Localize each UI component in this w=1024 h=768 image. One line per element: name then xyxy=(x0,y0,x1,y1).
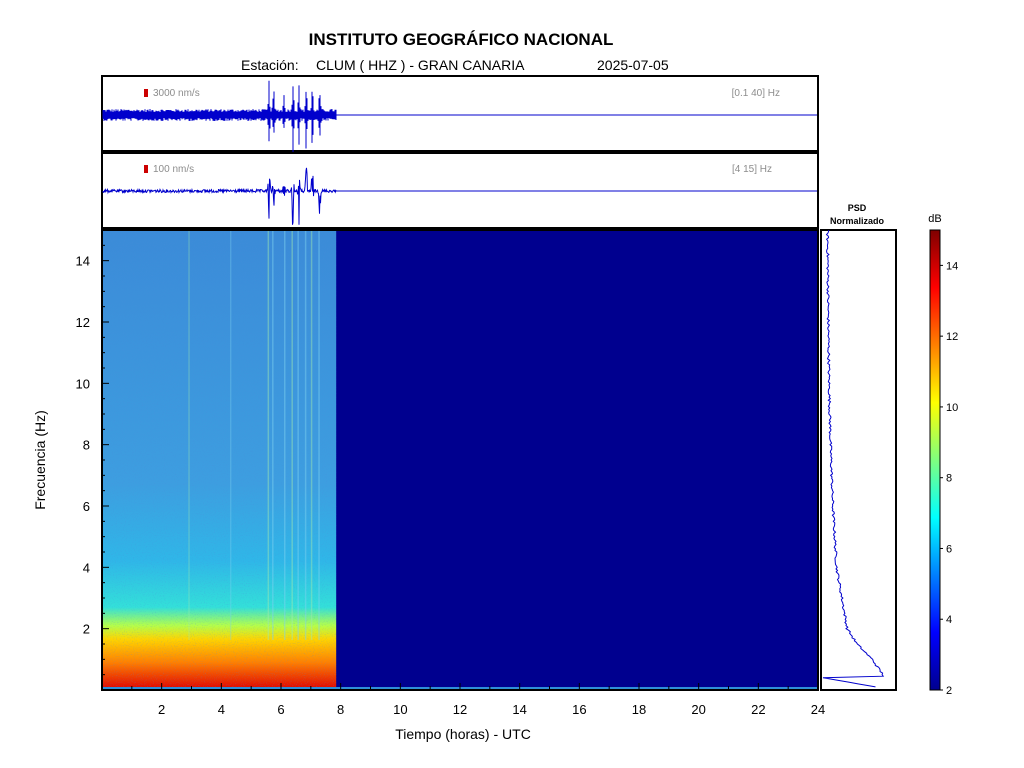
colorbar: dB 2 4 6 8 10 12 14 xyxy=(928,213,958,697)
x-tick-label: 20 xyxy=(691,702,705,717)
trace2-band-label: [4 15] Hz xyxy=(732,164,772,175)
y-axis: 2 4 6 8 10 12 14 xyxy=(76,244,109,676)
x-tick-label: 12 xyxy=(453,702,467,717)
event-stripe xyxy=(318,230,320,640)
event-stripe xyxy=(304,230,307,640)
figure-title: INSTITUTO GEOGRÁFICO NACIONAL xyxy=(309,30,614,49)
y-tick-label: 10 xyxy=(76,376,90,391)
x-tick-label: 10 xyxy=(393,702,407,717)
colorbar-tick-label: 10 xyxy=(946,402,958,414)
x-axis: 2 4 6 8 10 12 14 16 18 20 22 24 xyxy=(131,683,825,717)
event-stripe xyxy=(310,230,313,640)
x-tick-label: 4 xyxy=(218,702,225,717)
trace2-waveform xyxy=(102,167,337,225)
colorbar-tick-label: 6 xyxy=(946,543,952,555)
y-tick-label: 14 xyxy=(76,254,90,269)
colorbar-tick-label: 4 xyxy=(946,614,952,626)
event-stripe xyxy=(291,230,293,640)
y-tick-label: 4 xyxy=(83,560,90,575)
colorbar-tick-label: 14 xyxy=(946,260,958,272)
trace1-scale-label: 3000 nm/s xyxy=(153,88,200,99)
colorbar-tick-label: 12 xyxy=(946,331,958,343)
trace1-waveform xyxy=(102,80,337,156)
event-stripe xyxy=(230,230,232,640)
station-prefix: Estación: xyxy=(241,57,299,73)
x-axis-label: Tiempo (horas) - UTC xyxy=(395,726,531,742)
trace2-scale-label: 100 nm/s xyxy=(153,164,194,175)
psd-panel: PSD Normalizado xyxy=(820,203,897,691)
y-tick-label: 2 xyxy=(83,622,90,637)
event-stripe xyxy=(188,230,190,640)
colorbar-tick-label: 8 xyxy=(946,473,952,485)
event-stripe xyxy=(272,230,274,640)
psd-subtitle: Normalizado xyxy=(830,216,885,226)
x-tick-label: 14 xyxy=(512,702,526,717)
date-label: 2025-07-05 xyxy=(597,57,669,73)
x-tick-label: 8 xyxy=(337,702,344,717)
event-stripe xyxy=(283,230,286,640)
event-stripe xyxy=(267,230,270,640)
x-tick-label: 6 xyxy=(277,702,284,717)
x-tick-label: 16 xyxy=(572,702,586,717)
psd-curve xyxy=(822,229,885,688)
y-axis-label: Frecuencia (Hz) xyxy=(32,410,48,510)
spectrogram-texture xyxy=(102,230,337,690)
x-tick-label: 18 xyxy=(632,702,646,717)
x-tick-label: 22 xyxy=(751,702,765,717)
event-stripe xyxy=(297,230,299,640)
x-tick-label: 24 xyxy=(811,702,825,717)
scale-marker xyxy=(144,165,148,173)
y-tick-label: 6 xyxy=(83,499,90,514)
colorbar-tick-label: 2 xyxy=(946,685,952,697)
trace-panel-filtered: 100 nm/s [4 15] Hz xyxy=(101,152,819,229)
psd-title: PSD xyxy=(848,203,867,213)
trace1-band-label: [0.1 40] Hz xyxy=(732,88,780,99)
station-name: CLUM ( HHZ ) - GRAN CANARIA xyxy=(316,57,525,73)
y-tick-label: 8 xyxy=(83,438,90,453)
trace-panel-broadband: 3000 nm/s [0.1 40] Hz xyxy=(101,75,819,156)
y-tick-label: 12 xyxy=(76,315,90,330)
x-tick-label: 2 xyxy=(158,702,165,717)
scale-marker xyxy=(144,89,148,97)
colorbar-unit: dB xyxy=(928,213,941,225)
